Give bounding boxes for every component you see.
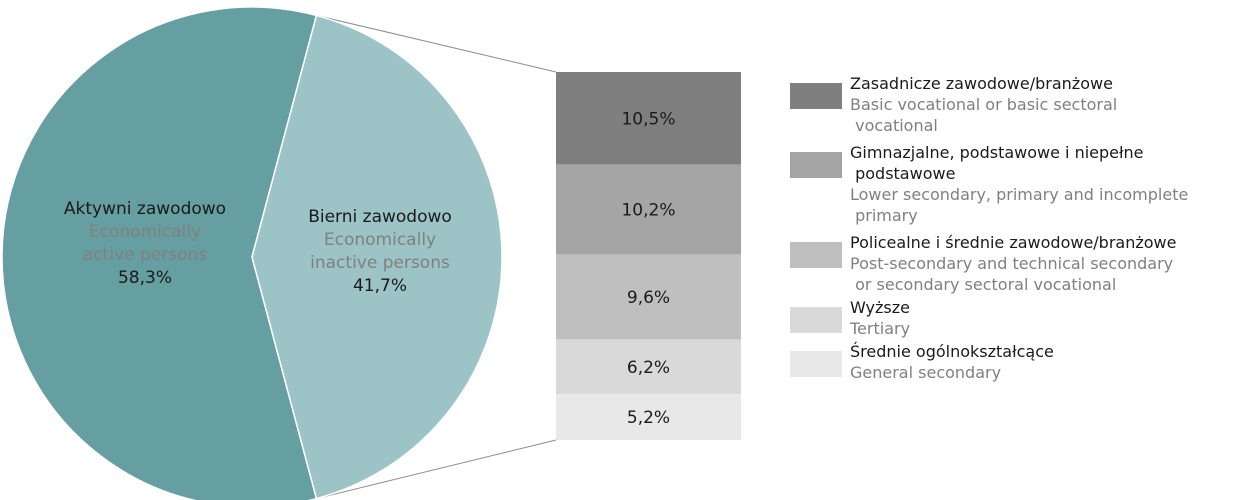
legend-item: Gimnazjalne, podstawowe i niepełne podst… <box>790 142 1240 226</box>
pie-labels: Aktywni zawodowo Economically active perso… <box>64 199 452 296</box>
pie-slice-active <box>1 6 318 500</box>
pie-label-active: Aktywni zawodowo Economically active perso… <box>64 199 226 288</box>
legend-item: Wyższe Tertiary <box>790 297 1240 339</box>
legend-swatch <box>790 83 842 109</box>
pie-label-inactive: Bierni zawodowo Economically inactive pers… <box>308 207 452 296</box>
legend-swatch <box>790 152 842 178</box>
bar-segment-5 <box>556 394 741 440</box>
connector-line-top <box>316 14 557 73</box>
bar-segment-3 <box>556 254 741 340</box>
legend-item: Średnie ogólnokształcące General secondar… <box>790 341 1240 383</box>
legend-item: Policealne i średnie zawodowe/branżowe Po… <box>790 232 1240 295</box>
legend: Zasadnicze zawodowe/branżowe Basic vocati… <box>790 73 1240 383</box>
legend-swatch <box>790 307 842 333</box>
connector-lines <box>316 14 557 500</box>
bar-segment-label-1: 10,5% <box>621 109 675 129</box>
legend-label-pl: Zasadnicze zawodowe/branżowe <box>850 74 1113 93</box>
bar-segment-label-3: 9,6% <box>627 288 670 308</box>
legend-swatch <box>790 351 842 377</box>
connector-line-bottom <box>316 439 557 500</box>
legend-item: Zasadnicze zawodowe/branżowe Basic vocati… <box>790 73 1240 136</box>
bar-segment-1 <box>556 72 741 165</box>
bar-segment-label-2: 10,2% <box>621 201 675 221</box>
legend-label-en: General secondary <box>850 363 1002 382</box>
breakdown-bar: 10,5% 10,2% 9,6% 6,2% 5,2% <box>556 72 741 440</box>
bar-segment-4 <box>556 339 741 395</box>
legend-label-en: Tertiary <box>850 319 911 338</box>
bar-segment-label-4: 6,2% <box>627 358 670 378</box>
legend-label-en: Lower secondary, primary and incomplete … <box>850 185 1189 225</box>
legend-label-pl: Gimnazjalne, podstawowe i niepełne podst… <box>850 143 1144 183</box>
legend-label-pl: Średnie ogólnokształcące <box>850 342 1054 361</box>
legend-label-en: Basic vocational or basic sectoral vocat… <box>850 95 1118 135</box>
legend-label-pl: Wyższe <box>850 298 910 317</box>
legend-label-en: Post-secondary and technical secondary o… <box>850 254 1174 294</box>
bar-segment-label-5: 5,2% <box>627 408 670 428</box>
legend-label-pl: Policealne i średnie zawodowe/branżowe <box>850 233 1177 252</box>
bar-segment-2 <box>556 164 741 255</box>
pie <box>1 6 503 500</box>
pie-slice-inactive <box>251 14 503 500</box>
legend-swatch <box>790 242 842 268</box>
